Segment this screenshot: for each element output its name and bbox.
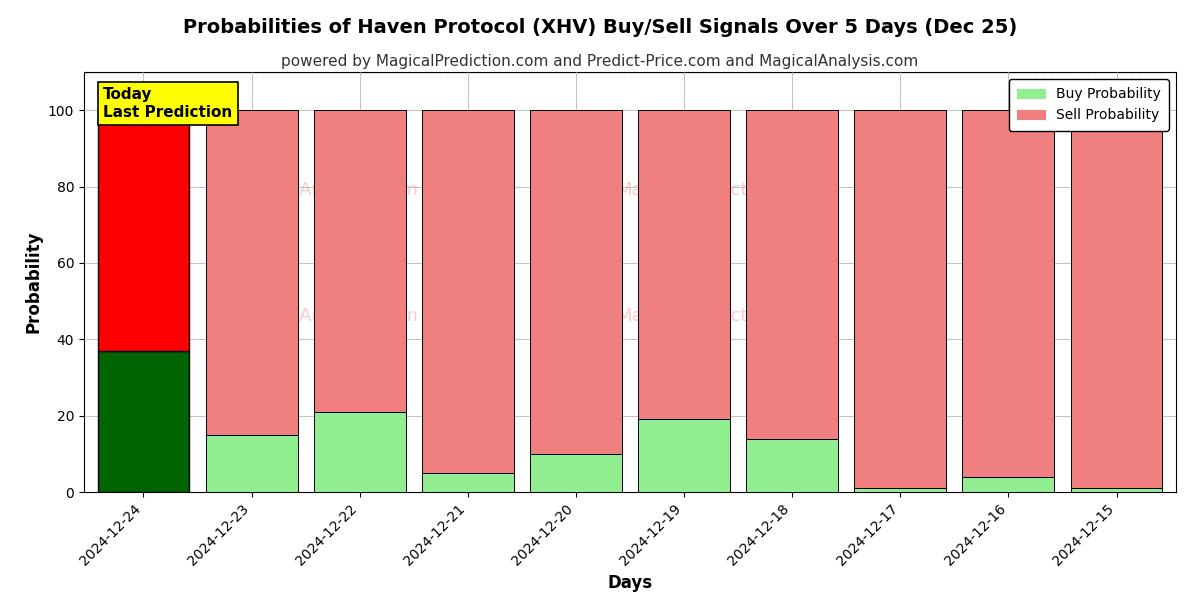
Bar (1070, 110, 1163, 488)
Y-axis label: Probability: Probability (24, 231, 42, 333)
Text: MagicalAnalysis.com: MagicalAnalysis.com (230, 307, 418, 325)
Bar (1070, 488, 1163, 492)
Bar (205, 435, 298, 492)
Bar (313, 412, 406, 492)
Bar (746, 110, 838, 439)
X-axis label: Days: Days (607, 574, 653, 592)
Legend: Buy Probability, Sell Probability: Buy Probability, Sell Probability (1009, 79, 1169, 131)
Bar (638, 110, 730, 419)
Text: Today
Last Prediction: Today Last Prediction (103, 87, 232, 119)
Bar (530, 454, 622, 492)
Text: MagicalPrediction.com: MagicalPrediction.com (616, 181, 818, 199)
Text: MagicalPrediction.com: MagicalPrediction.com (616, 307, 818, 325)
Bar (313, 110, 406, 412)
Bar (422, 110, 514, 473)
Bar (854, 488, 947, 492)
Bar (205, 110, 298, 435)
Bar (530, 110, 622, 454)
Text: MagicalAnalysis.com: MagicalAnalysis.com (230, 181, 418, 199)
Bar (962, 110, 1055, 477)
Bar (962, 477, 1055, 492)
Bar (854, 110, 947, 488)
Bar (746, 439, 838, 492)
Bar (422, 473, 514, 492)
Text: powered by MagicalPrediction.com and Predict-Price.com and MagicalAnalysis.com: powered by MagicalPrediction.com and Pre… (281, 54, 919, 69)
Text: Probabilities of Haven Protocol (XHV) Buy/Sell Signals Over 5 Days (Dec 25): Probabilities of Haven Protocol (XHV) Bu… (182, 18, 1018, 37)
Bar (638, 419, 730, 492)
Bar (97, 110, 190, 351)
Bar (97, 351, 190, 492)
